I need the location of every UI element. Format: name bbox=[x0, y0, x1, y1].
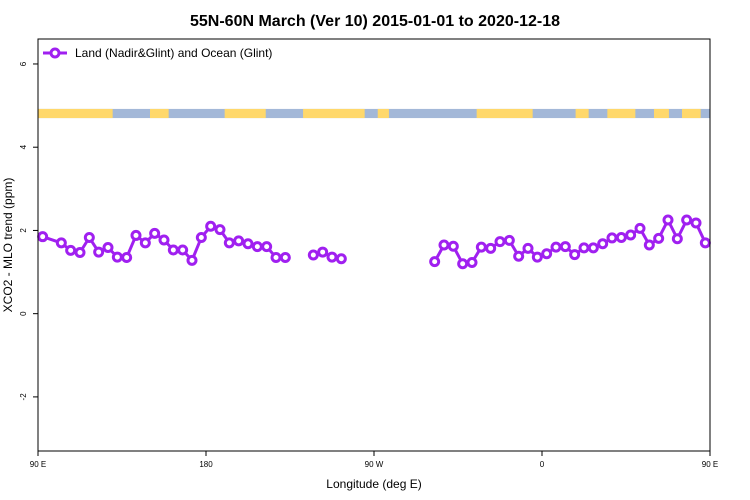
data-point bbox=[233, 235, 245, 247]
y-axis-ticks: -2 0 2 4 6 bbox=[19, 61, 38, 400]
land-band-segment bbox=[607, 108, 636, 119]
data-point bbox=[587, 242, 599, 254]
data-point bbox=[513, 250, 525, 262]
data-point bbox=[74, 246, 86, 258]
plot-frame bbox=[37, 38, 711, 452]
y-tick-label: 4 bbox=[19, 144, 28, 149]
data-point bbox=[606, 232, 618, 244]
land-band-segment bbox=[38, 108, 113, 119]
data-point bbox=[111, 251, 123, 263]
data-point bbox=[158, 234, 170, 246]
data-point bbox=[251, 241, 263, 253]
chart-title: 55N-60N March (Ver 10) 2015-01-01 to 202… bbox=[190, 13, 560, 30]
data-point bbox=[625, 229, 637, 241]
data-point bbox=[102, 241, 114, 253]
data-point bbox=[485, 242, 497, 254]
data-point bbox=[569, 249, 581, 261]
x-axis-ticks: 90 E 180 90 W 0 90 E bbox=[30, 451, 718, 469]
data-point bbox=[615, 232, 627, 244]
data-point bbox=[65, 244, 77, 256]
data-point bbox=[643, 239, 655, 251]
data-point bbox=[457, 258, 469, 270]
data-point bbox=[662, 214, 674, 226]
y-tick-label: -2 bbox=[19, 393, 28, 401]
y-axis-label: XCO2 - MLO trend (ppm) bbox=[1, 178, 15, 313]
data-point bbox=[494, 236, 506, 248]
data-point bbox=[438, 239, 450, 251]
series-layer bbox=[37, 214, 711, 270]
data-point bbox=[522, 242, 534, 254]
y-tick-label: 2 bbox=[19, 228, 28, 233]
data-point bbox=[466, 256, 478, 268]
data-point bbox=[55, 237, 67, 249]
land-band-segment bbox=[303, 108, 365, 119]
data-point bbox=[121, 251, 133, 263]
x-axis-label: Longitude (deg E) bbox=[326, 477, 421, 491]
data-point bbox=[195, 232, 207, 244]
x-tick-label: 90 W bbox=[365, 460, 384, 469]
y-tick-label: 6 bbox=[19, 61, 28, 66]
data-point bbox=[475, 241, 487, 253]
data-point bbox=[634, 222, 646, 234]
data-point bbox=[335, 253, 347, 265]
data-point bbox=[167, 244, 179, 256]
data-point bbox=[93, 246, 105, 258]
x-tick-label: 0 bbox=[540, 460, 545, 469]
data-point bbox=[653, 232, 665, 244]
land-band-segment bbox=[575, 108, 589, 119]
data-point bbox=[307, 249, 319, 261]
data-point bbox=[597, 238, 609, 250]
land-band-segment bbox=[150, 108, 169, 119]
data-point bbox=[690, 217, 702, 229]
data-point bbox=[186, 254, 198, 266]
data-point bbox=[270, 251, 282, 263]
data-point bbox=[83, 232, 95, 244]
legend: Land (Nadir&Glint) and Ocean (Glint) bbox=[43, 46, 272, 60]
data-point bbox=[326, 251, 338, 263]
land-ocean-band bbox=[38, 108, 710, 119]
data-point bbox=[671, 233, 683, 245]
data-point bbox=[261, 241, 273, 253]
ocean-band bbox=[38, 108, 710, 119]
data-point bbox=[559, 241, 571, 253]
data-point bbox=[317, 246, 329, 258]
data-point bbox=[699, 237, 711, 249]
land-band-segment bbox=[654, 108, 669, 119]
legend-marker bbox=[49, 47, 61, 59]
data-point bbox=[242, 238, 254, 250]
data-point bbox=[205, 220, 217, 232]
land-band-segment bbox=[682, 108, 701, 119]
data-point bbox=[223, 237, 235, 249]
land-band-segment bbox=[476, 108, 533, 119]
data-point bbox=[447, 240, 459, 252]
data-point bbox=[139, 237, 151, 249]
x-tick-label: 90 E bbox=[30, 460, 46, 469]
data-point bbox=[429, 256, 441, 268]
data-point bbox=[550, 241, 562, 253]
data-point bbox=[279, 251, 291, 263]
data-point bbox=[177, 244, 189, 256]
data-point bbox=[541, 248, 553, 260]
data-point bbox=[130, 229, 142, 241]
data-point bbox=[681, 214, 693, 226]
land-band-segment bbox=[224, 108, 266, 119]
data-point bbox=[214, 224, 226, 236]
x-tick-label: 90 E bbox=[702, 460, 718, 469]
x-tick-label: 180 bbox=[199, 460, 213, 469]
land-band-segment bbox=[377, 108, 389, 119]
data-point bbox=[578, 242, 590, 254]
data-point bbox=[149, 227, 161, 239]
legend-label: Land (Nadir&Glint) and Ocean (Glint) bbox=[75, 46, 272, 60]
y-tick-label: 0 bbox=[19, 311, 28, 316]
data-point bbox=[37, 231, 49, 243]
data-point bbox=[531, 251, 543, 263]
data-point bbox=[503, 234, 515, 246]
